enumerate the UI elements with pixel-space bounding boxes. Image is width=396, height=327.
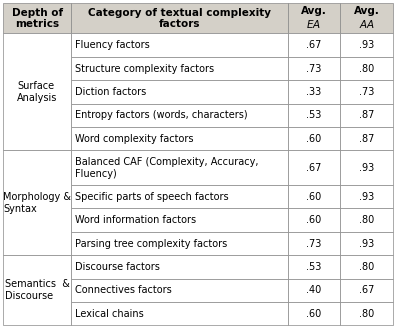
Bar <box>287 232 340 255</box>
Text: .53: .53 <box>306 262 322 272</box>
Text: .53: .53 <box>306 110 322 120</box>
Bar <box>340 185 393 208</box>
Text: Parsing tree complexity factors: Parsing tree complexity factors <box>74 238 227 249</box>
Bar <box>287 104 340 127</box>
Text: .80: .80 <box>359 215 374 225</box>
Text: .60: .60 <box>306 192 322 202</box>
Text: Fluency factors: Fluency factors <box>74 40 149 50</box>
Bar <box>71 150 287 185</box>
Bar <box>340 232 393 255</box>
Bar <box>340 150 393 185</box>
Bar <box>287 302 340 325</box>
Text: .87: .87 <box>359 134 374 144</box>
Bar <box>340 255 393 279</box>
Text: Semantics  &
Discourse: Semantics & Discourse <box>5 280 70 301</box>
Bar <box>340 127 393 150</box>
Text: Avg.
$\it{EA}$: Avg. $\it{EA}$ <box>301 6 327 30</box>
Text: Specific parts of speech factors: Specific parts of speech factors <box>74 192 228 202</box>
Bar <box>287 127 340 150</box>
Bar <box>287 57 340 80</box>
Text: .60: .60 <box>306 309 322 319</box>
Bar <box>71 104 287 127</box>
Bar <box>340 80 393 104</box>
Text: .80: .80 <box>359 309 374 319</box>
Text: Word complexity factors: Word complexity factors <box>74 134 193 144</box>
Bar <box>71 3 287 33</box>
Text: .33: .33 <box>306 87 322 97</box>
Bar <box>3 33 71 150</box>
Text: .67: .67 <box>359 285 374 295</box>
Bar <box>71 232 287 255</box>
Bar <box>71 127 287 150</box>
Text: .93: .93 <box>359 238 374 249</box>
Bar <box>71 80 287 104</box>
Bar <box>287 279 340 302</box>
Bar <box>287 255 340 279</box>
Text: Avg.
$\it{AA}$: Avg. $\it{AA}$ <box>354 6 379 30</box>
Text: Diction factors: Diction factors <box>74 87 146 97</box>
Text: .73: .73 <box>359 87 374 97</box>
Bar <box>71 255 287 279</box>
Bar <box>287 33 340 57</box>
Bar <box>3 255 71 325</box>
Text: Balanced CAF (Complexity, Accuracy,
Fluency): Balanced CAF (Complexity, Accuracy, Flue… <box>74 157 258 179</box>
Text: Entropy factors (words, characters): Entropy factors (words, characters) <box>74 110 247 120</box>
Bar <box>71 208 287 232</box>
Text: .87: .87 <box>359 110 374 120</box>
Bar <box>340 104 393 127</box>
Text: Word information factors: Word information factors <box>74 215 196 225</box>
Bar <box>71 302 287 325</box>
Bar <box>287 80 340 104</box>
Text: Depth of
metrics: Depth of metrics <box>12 8 63 29</box>
Text: Morphology &
Syntax: Morphology & Syntax <box>3 192 71 214</box>
Text: .67: .67 <box>306 163 322 173</box>
Bar <box>287 185 340 208</box>
Text: .60: .60 <box>306 215 322 225</box>
Bar <box>340 57 393 80</box>
Text: .67: .67 <box>306 40 322 50</box>
Text: Category of textual complexity
factors: Category of textual complexity factors <box>88 8 271 29</box>
Bar <box>71 57 287 80</box>
Bar <box>3 3 71 33</box>
Text: Surface
Analysis: Surface Analysis <box>17 81 57 103</box>
Bar <box>340 279 393 302</box>
Text: .93: .93 <box>359 40 374 50</box>
Bar <box>340 208 393 232</box>
Text: .60: .60 <box>306 134 322 144</box>
Bar <box>287 208 340 232</box>
Text: .93: .93 <box>359 192 374 202</box>
Bar <box>71 279 287 302</box>
Text: .73: .73 <box>306 238 322 249</box>
Bar <box>287 3 340 33</box>
Bar <box>340 33 393 57</box>
Text: Discourse factors: Discourse factors <box>74 262 160 272</box>
Text: .40: .40 <box>306 285 322 295</box>
Bar <box>340 3 393 33</box>
Bar <box>71 33 287 57</box>
Bar <box>287 150 340 185</box>
Text: Connectives factors: Connectives factors <box>74 285 171 295</box>
Text: .93: .93 <box>359 163 374 173</box>
Text: .80: .80 <box>359 262 374 272</box>
Bar <box>340 302 393 325</box>
Bar <box>71 185 287 208</box>
Text: .80: .80 <box>359 63 374 74</box>
Text: Structure complexity factors: Structure complexity factors <box>74 63 214 74</box>
Bar <box>3 150 71 255</box>
Text: .73: .73 <box>306 63 322 74</box>
Text: Lexical chains: Lexical chains <box>74 309 143 319</box>
